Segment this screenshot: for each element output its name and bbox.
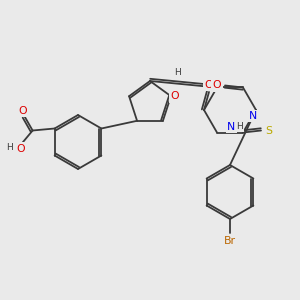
Text: S: S [266, 125, 272, 136]
Text: O: O [16, 143, 25, 154]
Text: O: O [205, 80, 213, 90]
Text: N: N [249, 111, 257, 121]
Text: O: O [213, 80, 221, 91]
Text: H: H [236, 122, 243, 131]
Text: O: O [18, 106, 27, 116]
Text: O: O [171, 91, 179, 101]
Text: H: H [174, 68, 181, 77]
Text: Br: Br [224, 236, 236, 246]
Text: H: H [6, 143, 13, 152]
Text: N: N [227, 122, 235, 131]
